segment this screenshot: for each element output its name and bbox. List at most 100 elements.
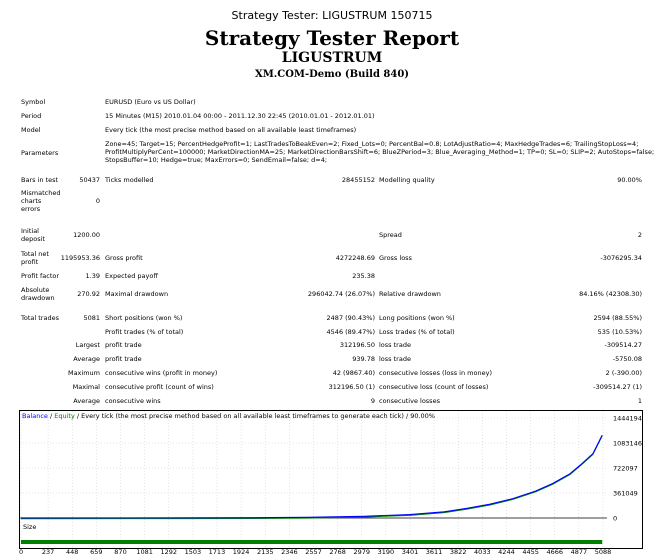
grossloss-label: Gross loss [379,254,412,262]
period-value: 15 Minutes (M15) 2010.01.04 00:00 - 2011… [105,112,375,120]
x-tick-label: 4877 [571,548,588,555]
average-loss-label: loss trade [379,355,411,363]
average-profit-label: profit trade [105,355,142,363]
maximal-profit-value: 312196.50 (1) [328,383,375,391]
grossprofit-label: Gross profit [105,254,143,262]
mismatched-value: 0 [95,197,100,205]
largest-profit-label: profit trade [105,341,142,349]
maxdd-value: 296042.74 (26.07%) [307,290,375,298]
average-profit-value: 939.78 [352,355,375,363]
long-label: Long positions (won %) [379,314,455,322]
x-tick-label: 3822 [450,548,467,555]
x-tick-label: 3401 [402,548,419,555]
x-tick-label: 448 [66,548,78,555]
size-bar [21,540,603,544]
ticks-value: 28455152 [341,176,375,184]
balance-chart: Balance / Equity / Every tick (the most … [19,410,643,555]
maximal-label: Maximal [72,383,100,391]
pf-value: 1.39 [85,272,100,280]
max-losses-label: consecutive losses (loss in money) [379,369,492,377]
x-tick-label: 0 [19,548,23,555]
model-label: Model [21,126,41,134]
chart-grid [20,411,607,548]
bars-label: Bars in test [21,176,59,184]
parameters-line-1: Zone=45; Target=15; PercentHedgeProfit=1… [105,140,639,148]
y-tick-label: 0 [613,515,617,523]
maximal-loss-label: consecutive loss (count of losses) [379,383,489,391]
avg-losses-value: 1 [637,397,642,405]
avg-losses-label: consecutive losses [379,397,440,405]
profit-trades-value: 4546 (89.47%) [326,328,375,336]
equity-line [20,435,603,520]
spread-label: Spread [379,231,402,239]
absdd-label-1: Absolute [21,286,50,294]
reldd-label: Relative drawdown [379,290,441,298]
trades-value: 5081 [83,314,100,322]
x-tick-label: 4033 [474,548,491,555]
grossloss-value: -3076295.34 [600,254,642,262]
x-tick-label: 659 [90,548,102,555]
largest-loss-label: loss trade [379,341,411,349]
x-tick-label: 5088 [595,548,612,555]
x-tick-label: 1503 [185,548,202,555]
report-title: Strategy Tester Report [204,26,460,50]
max-wins-label: consecutive wins (profit in money) [105,369,218,377]
x-tick-label: 4455 [522,548,539,555]
grossprofit-value: 4272248.69 [335,254,375,262]
expert-name: LIGUSTRUM [281,50,383,66]
x-tick-label: 4244 [498,548,515,555]
average-loss-value: -5750.08 [612,355,642,363]
period-label: Period [21,112,42,120]
y-tick-label: 722097 [613,465,638,473]
x-tick-label: 2768 [329,548,346,555]
maximal-profit-label: consecutive profit (count of wins) [105,383,214,391]
size-label: Size [23,523,36,531]
deposit-label-1: Initial [21,227,39,235]
quality-label: Modelling quality [379,176,435,184]
chart-legend: Balance / Equity / Every tick (the most … [22,412,435,420]
largest-label: Largest [75,341,100,349]
average-label: Average [73,355,100,363]
window-title: Strategy Tester: LIGUSTRUM 150715 [231,9,433,22]
x-tick-label: 1713 [209,548,226,555]
balance-line [20,434,603,519]
x-tick-label: 4666 [546,548,563,555]
trades-label: Total trades [21,314,59,322]
absdd-label-2: drawdown [21,294,55,302]
avg-wins-value: 9 [370,397,375,405]
x-tick-label: 2346 [281,548,298,555]
largest-loss-value: -309514.27 [604,341,643,349]
netprofit-value: 1195953.36 [60,254,100,262]
ticks-label: Ticks modelled [105,176,154,184]
y-tick-label: 361049 [613,489,638,497]
maximum-label: Maximum [67,369,100,377]
max-losses-value: 2 (-390.00) [605,369,642,377]
mismatched-label-1: Mismatched [21,189,61,197]
avg-wins-label: consecutive wins [105,397,161,405]
short-label: Short positions (won %) [105,314,183,322]
parameters-line-2: ProfitMultiplyPerCent=100000; MarketDire… [105,148,655,156]
size-bars [21,540,603,544]
loss-trades-label: Loss trades (% of total) [379,328,455,336]
deposit-value: 1200.00 [73,231,100,239]
x-tick-label: 1924 [233,548,250,555]
x-axis-ticks: 0 237 448 659 870 1081 1292 1503 1713 1924 2135 234… [19,548,611,555]
maxdd-label: Maximal drawdown [105,290,169,298]
symbol-value: EURUSD (Euro vs US Dollar) [105,98,196,106]
x-tick-label: 2979 [353,548,370,555]
long-value: 2594 (88.55%) [593,314,642,322]
payoff-label: Expected payoff [105,272,158,280]
parameters-line-3: StopsBuffer=10; Hedge=true; MaxErrors=0;… [105,156,328,164]
chart-frame [19,410,643,549]
netprofit-label-2: profit [21,258,39,266]
max-wins-value: 42 (9867.40) [332,369,375,377]
bars-value: 50437 [79,176,100,184]
average2-label: Average [73,397,100,405]
model-value: Every tick (the most precise method base… [105,126,357,134]
absdd-value: 270.92 [77,290,100,298]
payoff-value: 235.38 [352,272,375,280]
x-tick-label: 237 [42,548,54,555]
parameters-label: Parameters [21,149,59,157]
x-tick-label: 3190 [378,548,395,555]
quality-value: 90.00% [617,176,642,184]
